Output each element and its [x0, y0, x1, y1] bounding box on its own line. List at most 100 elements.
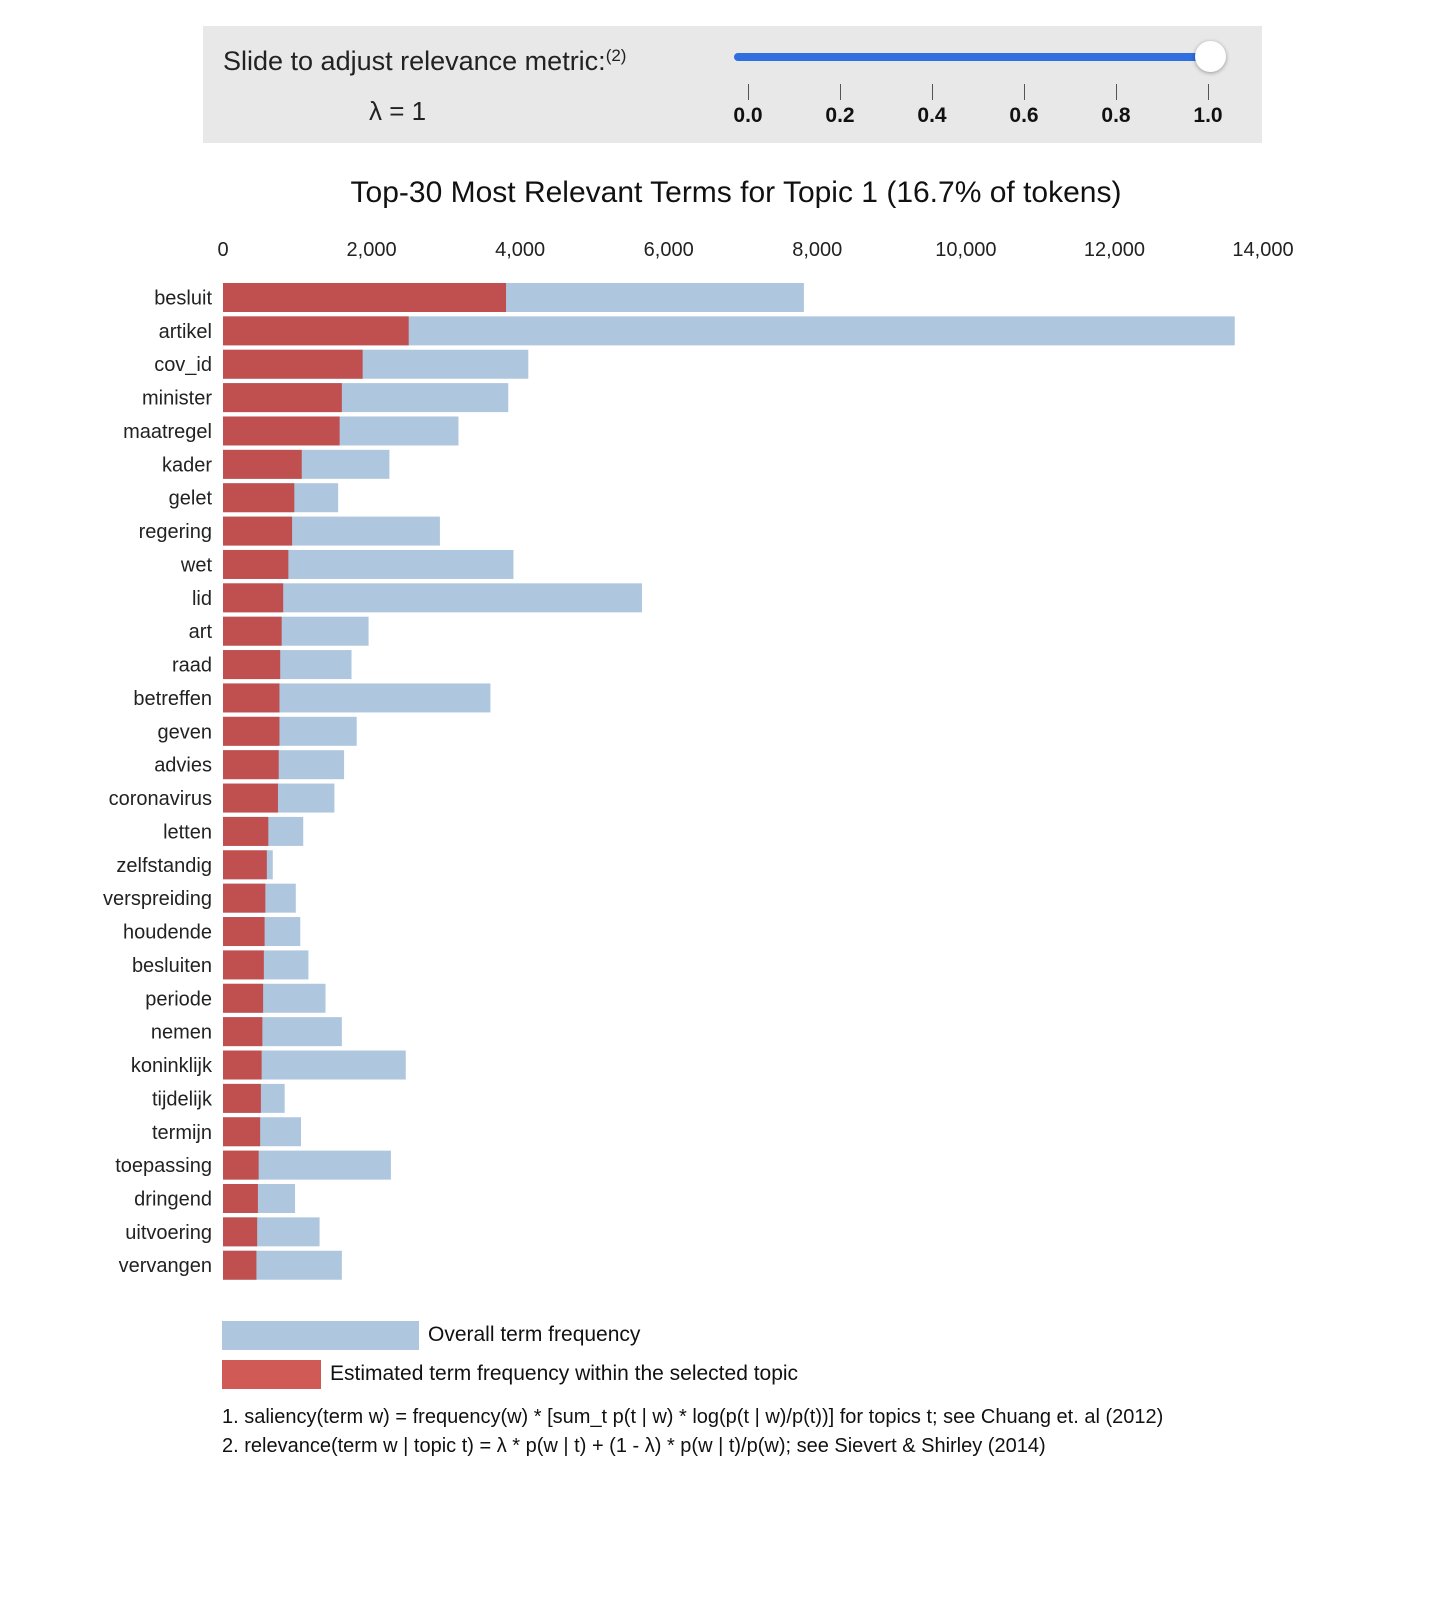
footnote-saliency: 1. saliency(term w) = frequency(w) * [su… [222, 1406, 1164, 1428]
topic-frequency-bar[interactable] [223, 349, 363, 379]
lambda-value-readout: λ = 1 [369, 96, 427, 126]
term-label[interactable]: toepassing [115, 1155, 212, 1177]
topic-frequency-bar[interactable] [223, 283, 507, 312]
topic-frequency-bar[interactable] [223, 549, 289, 579]
topic-frequency-bar[interactable] [223, 983, 264, 1013]
topic-frequency-bar[interactable] [223, 1150, 259, 1180]
term-labels: besluit artikel cov_id minister maatregel kad… [103, 288, 213, 1278]
term-label[interactable]: periode [145, 988, 212, 1010]
topic-frequency-bar[interactable] [223, 316, 409, 346]
term-label[interactable]: zelfstandig [116, 855, 212, 877]
x-tick-label: 12,000 [1084, 239, 1145, 261]
term-label[interactable]: minister [142, 388, 212, 410]
relevance-slider-panel: Slide to adjust relevance metric:(2) λ =… [203, 26, 1262, 143]
overall-frequency-bar[interactable] [223, 583, 642, 613]
relevance-slider-thumb[interactable] [1195, 41, 1226, 72]
slider-tick-mark [932, 84, 933, 100]
slider-tick-label: 1.0 [1193, 104, 1223, 127]
term-label[interactable]: houdende [123, 922, 212, 944]
topic-frequency-bar[interactable] [223, 383, 342, 413]
topic-frequency-bar[interactable] [223, 917, 265, 947]
term-label[interactable]: tijdelijk [152, 1088, 213, 1110]
slider-tick-mark [748, 84, 749, 100]
chart-title: Top-30 Most Relevant Terms for Topic 1 (… [351, 176, 1122, 209]
topic-frequency-bar[interactable] [223, 750, 279, 780]
slider-tick-label: 0.4 [917, 104, 947, 127]
term-label[interactable]: cov_id [154, 354, 212, 376]
term-label[interactable]: kader [162, 454, 212, 476]
term-label[interactable]: art [189, 621, 213, 643]
slider-tick-label: 0.2 [825, 104, 855, 127]
topic-frequency-bar[interactable] [223, 716, 280, 746]
legend-swatch-topic [222, 1360, 321, 1389]
x-tick-label: 14,000 [1232, 239, 1293, 261]
term-label[interactable]: dringend [134, 1188, 212, 1210]
slider-tick-label: 0.0 [733, 104, 763, 127]
term-label[interactable]: wet [180, 554, 213, 576]
topic-frequency-bar[interactable] [223, 850, 267, 880]
x-tick-label: 10,000 [935, 239, 996, 261]
term-label[interactable]: letten [163, 821, 212, 843]
term-label[interactable]: verspreiding [103, 888, 212, 910]
slider-label: Slide to adjust relevance metric:(2) [223, 46, 626, 77]
topic-frequency-bar[interactable] [223, 449, 302, 479]
topic-frequency-bar[interactable] [223, 650, 281, 680]
topic-frequency-bar[interactable] [223, 1017, 263, 1047]
x-tick-label: 8,000 [792, 239, 842, 261]
topic-frequency-bar[interactable] [223, 1083, 261, 1113]
slider-tick-label: 0.6 [1009, 104, 1039, 127]
slider-tick-label: 0.8 [1101, 104, 1131, 127]
x-tick-label: 6,000 [644, 239, 694, 261]
term-label[interactable]: vervangen [119, 1255, 212, 1277]
topic-frequency-bar[interactable] [223, 483, 295, 513]
topic-frequency-bar[interactable] [223, 616, 282, 646]
topic-frequency-bar[interactable] [223, 1250, 257, 1280]
slider-tick-mark [1208, 84, 1209, 100]
term-label[interactable]: regering [139, 521, 212, 543]
term-label[interactable]: gelet [169, 488, 213, 510]
term-label[interactable]: termijn [152, 1122, 212, 1144]
term-label[interactable]: betreffen [133, 688, 212, 710]
slider-label-text: Slide to adjust relevance metric: [223, 46, 606, 76]
x-tick-label: 2,000 [347, 239, 397, 261]
legend-label-overall: Overall term frequency [428, 1323, 641, 1346]
term-label[interactable]: koninklijk [131, 1055, 213, 1077]
topic-frequency-bar[interactable] [223, 583, 284, 613]
topic-frequency-bar[interactable] [223, 1050, 262, 1080]
term-label[interactable]: raad [172, 655, 212, 677]
relevance-slider-track[interactable] [734, 41, 1226, 72]
term-label[interactable]: besluiten [132, 955, 212, 977]
term-label[interactable]: besluit [154, 288, 212, 310]
topic-frequency-bar[interactable] [223, 883, 266, 913]
bars [223, 283, 1235, 1280]
slider-label-footnote-marker: (2) [605, 46, 627, 65]
topic-frequency-bar[interactable] [223, 1217, 258, 1247]
legend-swatch-overall [222, 1321, 419, 1350]
x-axis: 0 2,000 4,000 6,000 8,000 10,000 12,000 14,000 [217, 239, 1293, 261]
x-tick-label: 0 [217, 239, 228, 261]
topic-frequency-bar[interactable] [223, 1183, 258, 1213]
topic-frequency-bar[interactable] [223, 950, 264, 980]
term-label[interactable]: advies [154, 755, 212, 777]
term-label[interactable]: uitvoering [125, 1222, 212, 1244]
legend-label-topic: Estimated term frequency within the sele… [330, 1362, 799, 1385]
term-label[interactable]: coronavirus [109, 788, 212, 810]
topic-frequency-bar[interactable] [223, 683, 280, 713]
topic-frequency-bar[interactable] [223, 416, 340, 446]
topic-frequency-bar[interactable] [223, 783, 278, 813]
term-label[interactable]: artikel [159, 321, 212, 343]
x-tick-label: 4,000 [495, 239, 545, 261]
term-label[interactable]: nemen [151, 1022, 212, 1044]
slider-tick-mark [1024, 84, 1025, 100]
slider-tick-mark [1116, 84, 1117, 100]
term-frequency-bar-chart: Top-30 Most Relevant Terms for Topic 1 (… [103, 176, 1294, 1280]
term-label[interactable]: geven [158, 721, 213, 743]
topic-frequency-bar[interactable] [223, 816, 269, 846]
topic-frequency-bar[interactable] [223, 1117, 261, 1147]
topic-frequency-bar[interactable] [223, 516, 293, 546]
relevance-slider-fill [734, 53, 1210, 61]
footnote-relevance: 2. relevance(term w | topic t) = λ * p(w… [222, 1435, 1046, 1457]
slider-tick-mark [840, 84, 841, 100]
term-label[interactable]: maatregel [123, 421, 212, 443]
term-label[interactable]: lid [192, 588, 212, 610]
